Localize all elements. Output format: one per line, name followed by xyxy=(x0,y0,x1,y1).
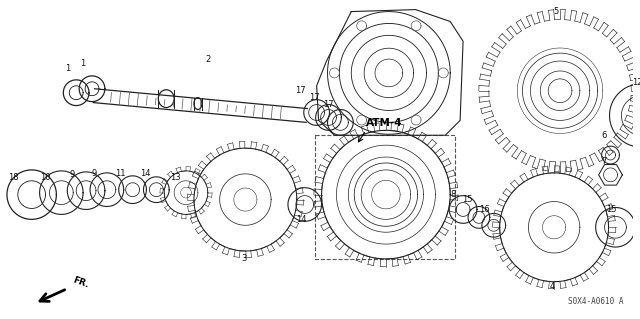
Text: 14: 14 xyxy=(296,215,307,224)
Text: 16: 16 xyxy=(479,205,490,214)
Text: 3: 3 xyxy=(242,255,247,263)
Text: 4: 4 xyxy=(550,282,555,291)
Text: 5: 5 xyxy=(554,7,559,16)
Text: 9: 9 xyxy=(92,169,97,178)
Text: S0X4-A0610 A: S0X4-A0610 A xyxy=(568,297,623,307)
Text: 15: 15 xyxy=(462,195,472,204)
Text: 12: 12 xyxy=(632,78,640,87)
Text: FR.: FR. xyxy=(71,276,90,290)
Bar xyxy=(315,135,455,259)
Text: 17: 17 xyxy=(309,93,320,102)
Text: 17: 17 xyxy=(323,100,334,109)
Text: 8: 8 xyxy=(451,190,456,199)
Text: 1: 1 xyxy=(65,64,70,73)
Text: 13: 13 xyxy=(170,173,180,182)
Text: 7: 7 xyxy=(601,158,606,167)
Text: 2: 2 xyxy=(205,55,211,63)
Text: 10: 10 xyxy=(40,173,51,182)
Text: 1: 1 xyxy=(81,58,86,68)
Text: 14: 14 xyxy=(140,169,150,178)
Text: 11: 11 xyxy=(115,169,126,178)
Text: 15: 15 xyxy=(606,205,617,214)
Text: 18: 18 xyxy=(8,173,19,182)
Text: 17: 17 xyxy=(296,86,306,95)
Text: ATM-4: ATM-4 xyxy=(366,118,403,128)
Text: 6: 6 xyxy=(601,131,606,140)
Text: 9: 9 xyxy=(70,170,75,179)
